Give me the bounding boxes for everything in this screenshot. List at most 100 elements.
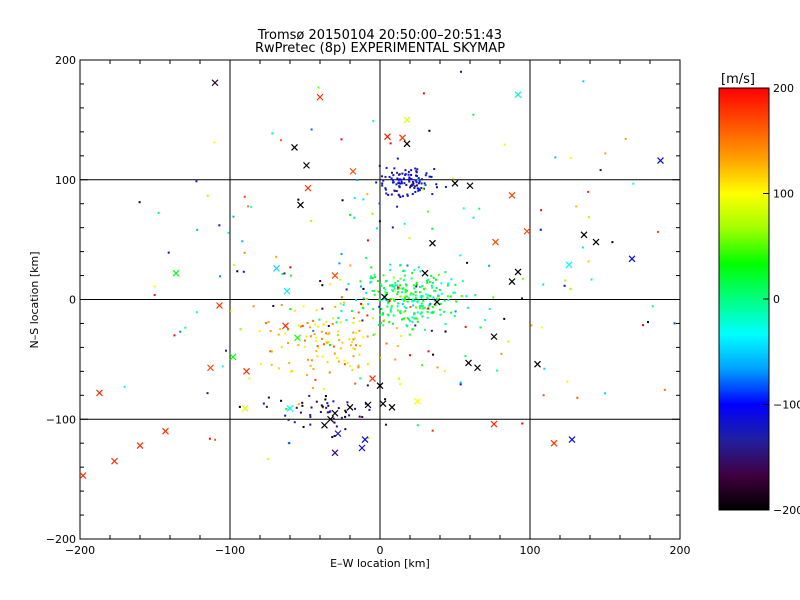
- data-point: [431, 306, 434, 309]
- data-point: [540, 209, 543, 212]
- cross-marker: [294, 334, 301, 342]
- data-point: [426, 281, 429, 284]
- data-point: [409, 293, 412, 296]
- data-point: [362, 304, 365, 307]
- data-point: [377, 323, 380, 326]
- cross-marker: [96, 389, 103, 397]
- data-point: [386, 313, 389, 316]
- data-point: [427, 307, 430, 310]
- data-point: [399, 178, 402, 181]
- data-point: [409, 177, 412, 180]
- data-point: [346, 401, 349, 404]
- data-point: [564, 279, 567, 282]
- data-point: [414, 179, 417, 182]
- data-point: [406, 264, 409, 267]
- data-point: [419, 307, 422, 310]
- data-point: [421, 285, 424, 288]
- data-point: [416, 424, 419, 427]
- data-point: [383, 297, 386, 300]
- data-point: [138, 201, 141, 204]
- colorbar-tick-label: 200: [773, 82, 794, 95]
- cross-marker: [414, 397, 421, 405]
- cross-marker: [403, 116, 411, 124]
- data-point: [411, 300, 414, 303]
- data-point: [275, 255, 278, 258]
- data-point: [352, 338, 355, 341]
- data-point: [355, 299, 358, 302]
- y-axis-label: N–S location [km]: [28, 251, 41, 348]
- cross-marker: [381, 293, 388, 301]
- cross-marker: [111, 457, 118, 465]
- data-point: [384, 187, 387, 190]
- data-point: [587, 260, 590, 263]
- data-point: [414, 294, 417, 297]
- data-point: [349, 213, 352, 216]
- data-point: [414, 324, 417, 327]
- data-point: [336, 356, 339, 359]
- data-point: [450, 311, 453, 314]
- cross-marker: [384, 133, 391, 141]
- data-point: [444, 271, 447, 274]
- data-point: [408, 180, 411, 183]
- data-point: [407, 170, 410, 173]
- data-point: [604, 392, 607, 395]
- data-point: [391, 298, 394, 301]
- data-point: [399, 277, 402, 280]
- data-point: [326, 402, 329, 405]
- data-point: [381, 184, 384, 187]
- data-point: [277, 367, 280, 370]
- data-point: [385, 342, 388, 345]
- data-point: [420, 182, 423, 185]
- data-point: [289, 370, 292, 373]
- data-point: [358, 329, 361, 332]
- data-point: [293, 309, 296, 312]
- data-point: [340, 138, 343, 141]
- data-point: [348, 414, 351, 417]
- data-point: [401, 318, 404, 321]
- data-point: [206, 194, 209, 197]
- cross-marker: [376, 382, 384, 390]
- data-point: [396, 279, 399, 282]
- data-point: [389, 263, 392, 266]
- data-point: [420, 364, 423, 367]
- data-point: [373, 293, 376, 296]
- data-point: [306, 321, 309, 324]
- data-point: [520, 297, 523, 300]
- data-point: [366, 314, 369, 317]
- data-point: [369, 277, 372, 280]
- data-point: [459, 383, 462, 386]
- data-point: [405, 183, 408, 186]
- data-point: [299, 325, 302, 328]
- data-point: [488, 307, 491, 310]
- data-points: [123, 70, 676, 461]
- data-point: [243, 251, 246, 254]
- colorbar-tick-label: 0: [773, 293, 780, 306]
- data-point: [431, 286, 434, 289]
- data-point: [479, 326, 482, 329]
- data-point: [430, 329, 433, 332]
- cross-marker: [550, 439, 558, 447]
- data-point: [412, 328, 415, 331]
- data-point: [382, 298, 385, 301]
- cross-markers: [79, 79, 664, 479]
- data-point: [287, 342, 290, 345]
- data-point: [414, 190, 417, 193]
- data-point: [435, 186, 438, 189]
- data-point: [472, 113, 475, 116]
- data-point: [413, 317, 416, 320]
- data-point: [297, 324, 300, 327]
- data-point: [430, 284, 433, 287]
- data-point: [284, 332, 287, 335]
- data-point: [388, 175, 391, 178]
- data-point: [267, 458, 270, 461]
- data-point: [423, 328, 426, 331]
- data-point: [403, 182, 406, 185]
- cross-marker: [523, 227, 531, 235]
- data-point: [384, 288, 387, 291]
- data-point: [410, 178, 413, 181]
- data-point: [366, 384, 369, 387]
- data-point: [308, 326, 311, 329]
- data-point: [390, 306, 393, 309]
- data-point: [382, 324, 385, 327]
- data-point: [365, 256, 368, 259]
